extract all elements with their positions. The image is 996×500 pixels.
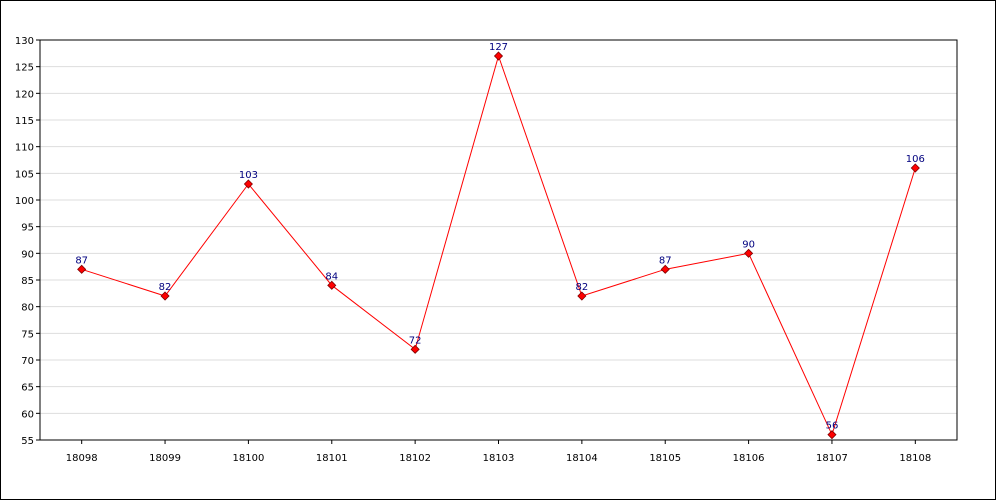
series-line — [81, 54, 916, 437]
y-tick-label: 60 — [21, 409, 34, 420]
x-axis: 18098 18099 18100 18101 18102 18103 18104 18105… — [66, 440, 931, 464]
x-tick-label: 18106 — [733, 453, 765, 464]
data-label: 84 — [325, 271, 338, 282]
y-tick-label: 75 — [21, 329, 34, 340]
x-tick-label: 18099 — [149, 453, 181, 464]
data-point — [910, 163, 920, 173]
y-tick-label: 130 — [15, 36, 34, 47]
gridlines — [40, 66, 957, 414]
x-tick-label: 18104 — [566, 453, 598, 464]
data-label: 56 — [826, 421, 839, 432]
plot-area — [39, 39, 958, 441]
x-tick-label: 18102 — [399, 453, 431, 464]
x-tick-label: 18098 — [66, 453, 98, 464]
data-label: 103 — [239, 170, 258, 181]
data-label: 82 — [575, 282, 588, 293]
data-label: 82 — [159, 282, 172, 293]
y-tick-label: 95 — [21, 223, 34, 234]
y-tick-label: 125 — [15, 63, 34, 74]
data-label: 87 — [75, 255, 88, 266]
y-tick-label: 105 — [15, 169, 34, 180]
y-tick-label: 115 — [15, 116, 34, 127]
y-tick-label: 80 — [21, 303, 34, 314]
y-tick-label: 100 — [15, 196, 34, 207]
data-point — [160, 291, 170, 301]
y-tick-label: 110 — [15, 143, 34, 154]
x-tick-label: 18105 — [649, 453, 681, 464]
data-point — [77, 264, 87, 274]
y-tick-label: 65 — [21, 383, 34, 394]
data-label: 87 — [659, 255, 672, 266]
data-point — [243, 179, 253, 189]
x-tick-label: 18103 — [483, 453, 515, 464]
x-tick-label: 18101 — [316, 453, 348, 464]
data-label: 106 — [906, 154, 925, 165]
data-point — [327, 280, 337, 290]
x-tick-label: 18100 — [233, 453, 265, 464]
data-point — [827, 430, 837, 440]
y-tick-label: 120 — [15, 89, 34, 100]
data-point — [577, 291, 587, 301]
data-point — [744, 248, 754, 258]
y-tick-label: 85 — [21, 276, 34, 287]
data-label: 127 — [489, 42, 508, 53]
data-point — [493, 51, 504, 61]
data-label: 72 — [409, 335, 422, 346]
markers — [77, 51, 920, 440]
y-tick-label: 90 — [21, 249, 34, 260]
x-tick-label: 18108 — [899, 453, 931, 464]
data-point — [410, 344, 420, 354]
data-labels: 87 82 103 84 72 127 82 87 90 56 106 — [75, 42, 925, 432]
y-tick-label: 70 — [21, 356, 34, 367]
data-point — [660, 264, 670, 274]
y-axis: 55 60 65 70 75 80 85 90 95 100 105 110 115 120 125 130 — [15, 36, 40, 447]
data-label: 90 — [742, 239, 755, 250]
y-tick-label: 55 — [21, 436, 34, 447]
x-tick-label: 18107 — [816, 453, 848, 464]
